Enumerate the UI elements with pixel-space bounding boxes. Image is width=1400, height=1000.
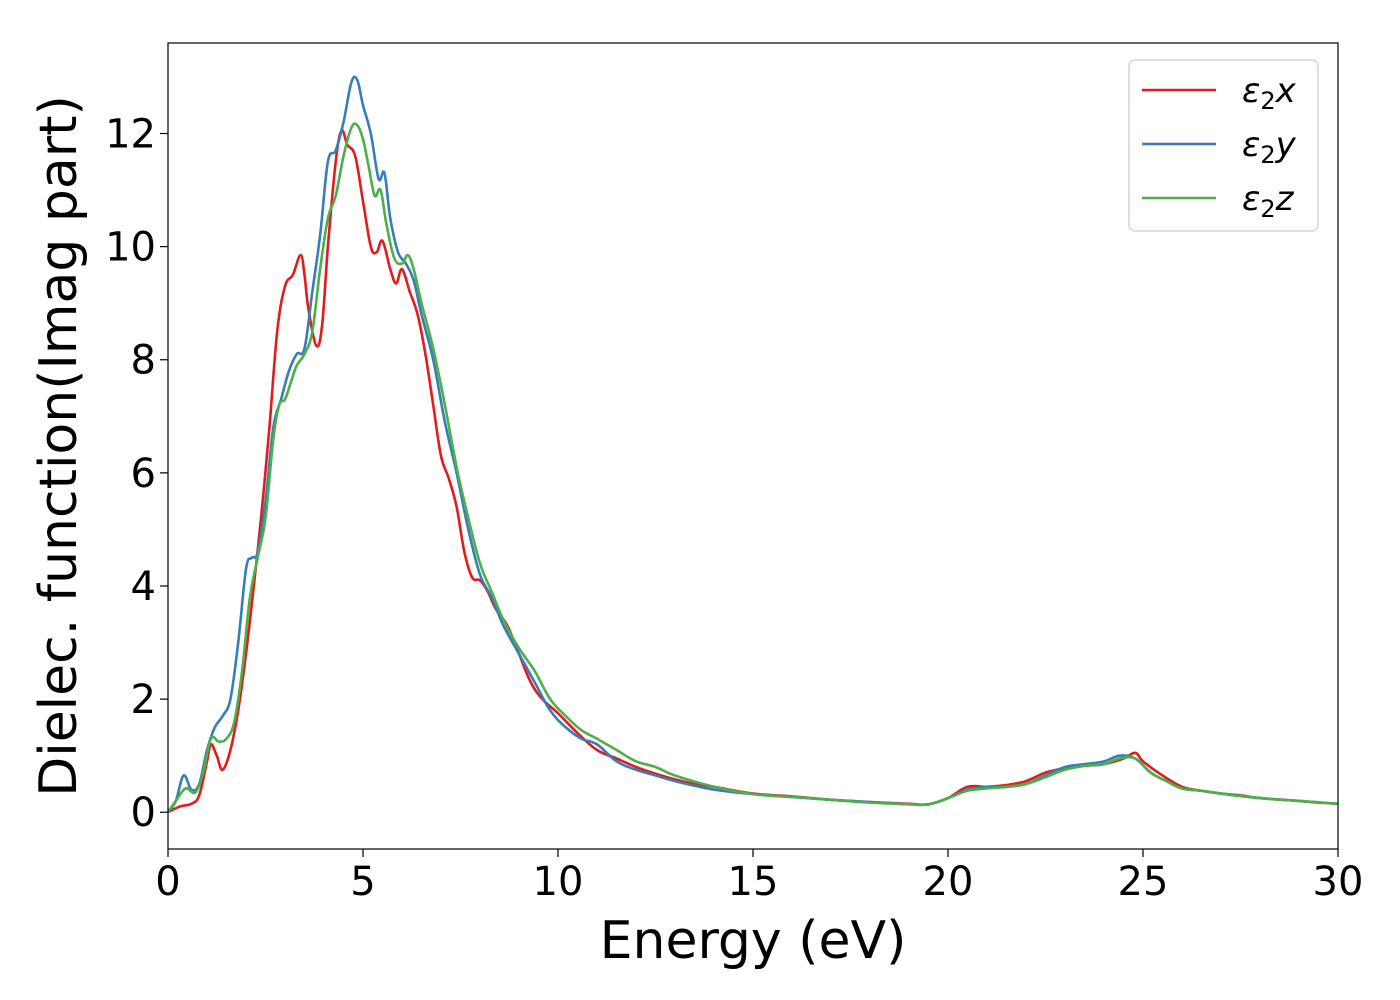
series-layer xyxy=(166,75,1339,814)
y-tick-label: 2 xyxy=(131,677,156,723)
x-tick-label: 30 xyxy=(1313,859,1364,905)
x-tick-label: 15 xyxy=(728,859,779,905)
x-axis: 0 5 10 15 20 25 30 xyxy=(155,849,1363,905)
y-axis-title: Dielec. function(Imag part) xyxy=(29,95,89,797)
y-tick-label: 8 xyxy=(131,338,156,384)
x-tick-label: 20 xyxy=(923,859,974,905)
y-tick-label: 0 xyxy=(131,790,156,836)
y-tick-label: 6 xyxy=(131,451,156,497)
series-line-y xyxy=(166,75,1339,814)
y-tick-label: 10 xyxy=(105,225,156,271)
legend: ε2x ε2y ε2z xyxy=(1128,59,1319,232)
x-tick-label: 25 xyxy=(1118,859,1169,905)
y-tick-label: 4 xyxy=(131,564,156,610)
legend-box xyxy=(1128,59,1319,232)
x-axis-title: Energy (eV) xyxy=(600,911,907,971)
x-tick-label: 5 xyxy=(350,859,375,905)
legend-label-x: ε2x xyxy=(1242,71,1297,115)
y-tick-label: 12 xyxy=(105,111,156,157)
legend-label-y: ε2y xyxy=(1242,125,1297,169)
x-tick-label: 0 xyxy=(155,859,180,905)
y-axis: 0 2 4 6 8 10 12 xyxy=(105,111,168,836)
x-tick-label: 10 xyxy=(533,859,584,905)
series-line-z xyxy=(166,122,1339,813)
legend-label-z: ε2z xyxy=(1242,179,1295,223)
